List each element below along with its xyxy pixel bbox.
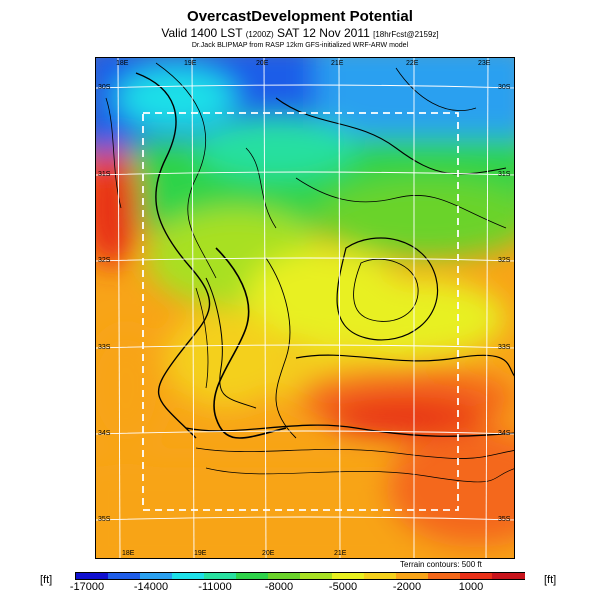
lon-label-bottom: 19E [194,550,207,557]
colorbar-labels: -17000 -14000 -11000 -8000 -5000 -2000 1000 [70,581,525,595]
colorbar-tick-label: -17000 [69,581,105,593]
colorbar-swatch [332,573,365,579]
lon-label-bottom: 21E [334,550,347,557]
valid-time: Valid 1400 LST [161,26,243,40]
colorbar [75,572,525,580]
lat-label-right: 33S [498,344,511,351]
colorbar-swatch [204,573,237,579]
inner-domain-box [142,112,459,511]
colorbar-swatch [300,573,333,579]
color-field [96,58,514,558]
colorbar-tick-label: -8000 [264,581,294,593]
lat-label-left: 34S [98,430,111,437]
graticule [96,58,514,558]
lat-label-left: 32S [98,257,111,264]
colorbar-swatch [364,573,397,579]
lon-label-bottom: 18E [122,550,135,557]
lat-label-left: 30S [98,84,111,91]
lon-label-top: 20E [256,60,269,67]
colorbar-tick-label: -2000 [392,581,422,593]
forecast-info: [18hrFcst@2159z] [373,30,439,39]
lat-label-right: 32S [498,257,511,264]
terrain-contour-note: Terrain contours: 500 ft [400,560,482,569]
lon-label-bottom: 20E [262,550,275,557]
lat-label-left: 35S [98,516,111,523]
unit-label-left: [ft] [40,574,53,586]
colorbar-tick-label: -14000 [133,581,169,593]
lat-label-right: 31S [498,171,511,178]
map-svg [96,58,514,558]
colorbar-swatch [140,573,173,579]
lat-label-right: 30S [498,84,511,91]
chart-title: OvercastDevelopment Potential [187,8,413,25]
valid-date: SAT 12 Nov 2011 [277,26,370,40]
forecast-map: 18E 19E 20E 21E 22E 23E 18E 19E 20E 21E … [95,57,515,559]
lat-label-left: 31S [98,171,111,178]
colorbar-swatch [108,573,141,579]
lon-label-top: 19E [184,60,197,67]
lat-label-right: 34S [498,430,511,437]
colorbar-swatch [428,573,461,579]
colorbar-swatch [268,573,301,579]
model-credit: Dr.Jack BLIPMAP from RASP 12km GFS-initi… [191,42,409,49]
colorbar-swatch [236,573,269,579]
colorbar-swatch [76,573,109,579]
colorbar-swatch [396,573,429,579]
valid-time-subtitle: Valid 1400 LST (1200Z) SAT 12 Nov 2011 [… [0,26,600,40]
colorbar-tick-label: -11000 [198,581,232,593]
lat-label-left: 33S [98,344,111,351]
colorbar-tick-label: 1000 [458,581,484,593]
unit-label-right: [ft] [544,574,557,586]
terrain-contours [105,62,514,483]
colorbar-swatch [172,573,205,579]
utc-time: (1200Z) [245,30,274,39]
lon-label-top: 21E [331,60,344,67]
lon-label-top: 22E [406,60,419,67]
colorbar-tick-label: -5000 [328,581,358,593]
lon-label-top: 23E [478,60,491,67]
lon-label-top: 18E [116,60,129,67]
colorbar-swatch [492,573,525,579]
colorbar-swatch [460,573,493,579]
lat-label-right: 35S [498,516,511,523]
